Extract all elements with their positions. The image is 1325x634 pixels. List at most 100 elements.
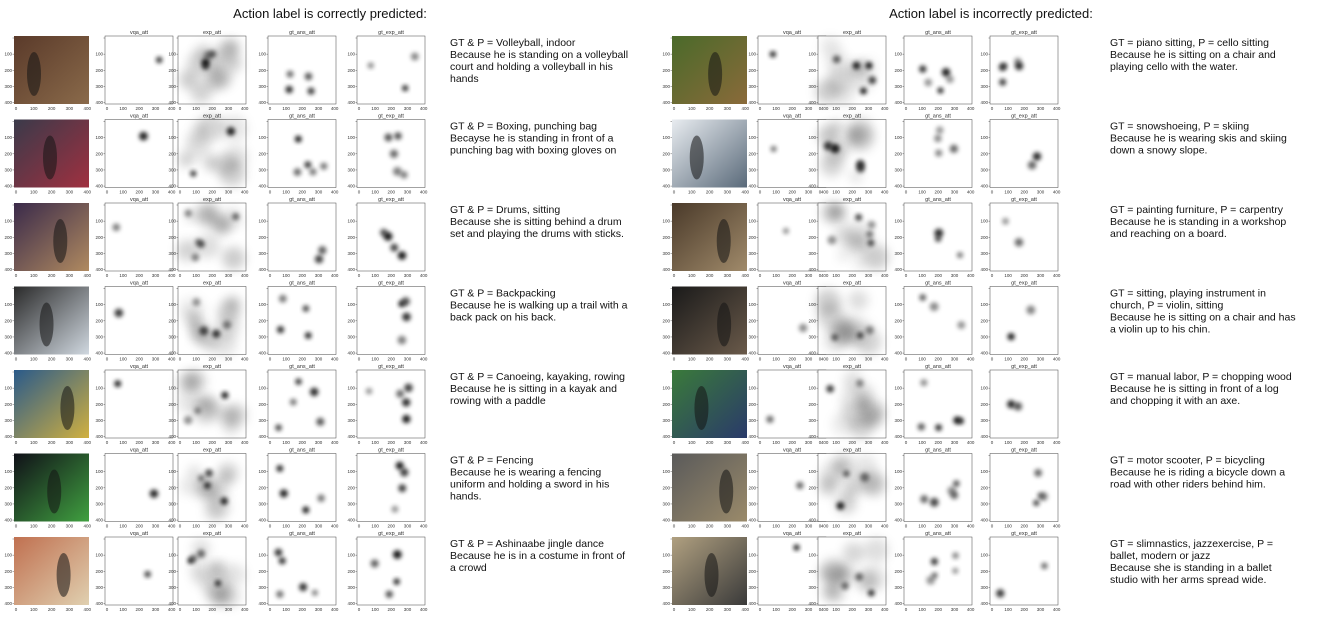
x-tick-label: 0 xyxy=(905,607,908,612)
y-tick-label: 200 xyxy=(347,569,355,574)
x-tick-label: 0 xyxy=(991,273,994,278)
y-tick-label: 100 xyxy=(808,52,816,57)
photo-subject xyxy=(716,219,731,263)
attention-blob xyxy=(316,417,325,426)
attention-blob xyxy=(830,144,840,154)
x-tick-label: 200 xyxy=(209,273,217,278)
attention-blob xyxy=(919,294,927,301)
x-tick-label: 0 xyxy=(991,607,994,612)
y-tick-label: 100 xyxy=(95,219,103,224)
y-tick-label: 200 xyxy=(748,68,756,73)
y-tick-label: 400 xyxy=(808,184,816,189)
attention-blob xyxy=(394,132,402,140)
y-tick-label: 100 xyxy=(748,52,756,57)
y-tick-label: 300 xyxy=(662,334,670,339)
x-tick-label: 200 xyxy=(849,190,857,195)
x-tick-label: 400 xyxy=(881,273,889,278)
y-tick-label: 300 xyxy=(980,418,988,423)
attention-blob xyxy=(189,554,198,563)
y-tick-label: 200 xyxy=(258,151,266,156)
x-tick-label: 400 xyxy=(967,106,975,111)
x-tick-label: 300 xyxy=(404,440,412,445)
attention-map xyxy=(267,286,337,355)
attention-blob xyxy=(370,559,379,568)
caption-line: down a snowy slope. xyxy=(1110,145,1207,157)
attention-haze xyxy=(223,38,240,56)
attention-haze xyxy=(208,560,230,582)
y-tick-label: 300 xyxy=(4,585,12,590)
x-tick-label: 100 xyxy=(688,357,696,362)
panel-label: vqa_att xyxy=(130,364,149,370)
attention-blob xyxy=(1013,402,1023,411)
y-tick-label: 400 xyxy=(258,351,266,356)
x-tick-label: 100 xyxy=(119,106,127,111)
x-tick-label: 200 xyxy=(706,357,714,362)
attention-haze xyxy=(224,54,242,73)
attention-blob xyxy=(276,326,285,334)
y-tick-label: 100 xyxy=(168,553,176,558)
y-tick-label: 200 xyxy=(168,402,176,407)
photo xyxy=(672,286,747,355)
attention-blob xyxy=(926,575,936,585)
y-tick-label: 400 xyxy=(168,601,176,606)
caption-line: GT = snowshoeing, P = skiing xyxy=(1110,121,1249,133)
x-tick-label: 200 xyxy=(935,357,943,362)
attention-haze xyxy=(214,152,238,176)
attention-blob xyxy=(952,567,959,574)
x-tick-label: 200 xyxy=(706,524,714,529)
x-tick-label: 100 xyxy=(688,607,696,612)
y-tick-label: 400 xyxy=(168,434,176,439)
caption-line: Because he is walking up a trail with a xyxy=(450,300,628,312)
y-tick-label: 100 xyxy=(4,386,12,391)
x-tick-label: 100 xyxy=(1004,190,1012,195)
attention-blob xyxy=(190,170,197,177)
x-tick-label: 400 xyxy=(83,357,91,362)
x-tick-label: 300 xyxy=(951,440,959,445)
y-tick-label: 200 xyxy=(4,235,12,240)
x-tick-label: 400 xyxy=(1053,190,1061,195)
panel-label: vqa_att xyxy=(130,531,149,537)
attention-blob xyxy=(1027,160,1037,170)
x-tick-label: 400 xyxy=(420,357,428,362)
y-tick-label: 100 xyxy=(662,386,670,391)
y-tick-label: 400 xyxy=(808,351,816,356)
x-tick-label: 400 xyxy=(741,440,749,445)
attention-blob xyxy=(866,230,874,238)
x-tick-label: 200 xyxy=(849,106,857,111)
y-tick-label: 400 xyxy=(168,100,176,105)
x-tick-label: 400 xyxy=(741,524,749,529)
y-tick-label: 400 xyxy=(662,351,670,356)
x-tick-label: 200 xyxy=(388,607,396,612)
y-tick-label: 200 xyxy=(662,68,670,73)
attention-haze xyxy=(218,468,235,486)
y-tick-label: 200 xyxy=(894,151,902,156)
y-tick-label: 300 xyxy=(980,334,988,339)
y-tick-label: 400 xyxy=(347,100,355,105)
attention-haze xyxy=(826,69,851,94)
x-tick-label: 200 xyxy=(789,524,797,529)
x-tick-label: 400 xyxy=(1053,524,1061,529)
x-tick-label: 400 xyxy=(881,357,889,362)
x-tick-label: 100 xyxy=(30,190,38,195)
x-tick-label: 100 xyxy=(30,273,38,278)
x-tick-label: 0 xyxy=(905,106,908,111)
x-tick-label: 100 xyxy=(371,357,379,362)
panel-label: vqa_att xyxy=(783,197,802,203)
y-tick-label: 300 xyxy=(168,501,176,506)
y-tick-label: 200 xyxy=(894,235,902,240)
x-tick-label: 200 xyxy=(136,524,144,529)
attention-blob xyxy=(318,246,327,255)
x-tick-label: 100 xyxy=(282,440,290,445)
x-tick-label: 100 xyxy=(772,273,780,278)
x-tick-label: 0 xyxy=(673,607,676,612)
y-tick-label: 100 xyxy=(95,553,103,558)
x-tick-label: 400 xyxy=(168,607,176,612)
x-tick-label: 300 xyxy=(865,357,873,362)
x-tick-label: 0 xyxy=(673,273,676,278)
x-tick-label: 100 xyxy=(832,190,840,195)
y-tick-label: 100 xyxy=(168,469,176,474)
x-tick-label: 300 xyxy=(66,273,74,278)
y-tick-label: 100 xyxy=(168,135,176,140)
photo-subject xyxy=(60,386,75,430)
y-tick-label: 200 xyxy=(980,402,988,407)
